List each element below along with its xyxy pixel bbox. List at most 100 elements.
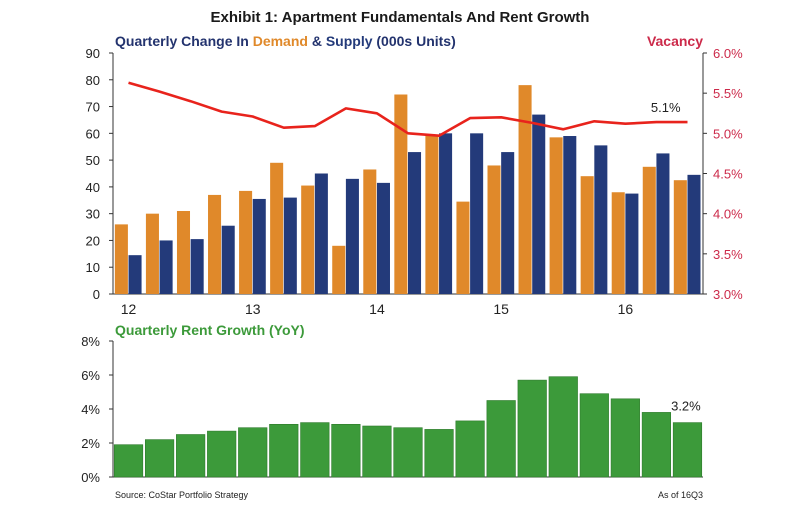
top-x-tick-label: 14 bbox=[369, 301, 385, 317]
supply-bar bbox=[376, 182, 390, 294]
supply-bar bbox=[470, 133, 484, 294]
rent-growth-bar bbox=[393, 427, 423, 478]
demand-bar bbox=[114, 224, 128, 294]
supply-bar bbox=[501, 152, 515, 294]
supply-bar bbox=[594, 145, 608, 294]
supply-bar bbox=[190, 239, 204, 294]
top-right-tick-label: 5.5% bbox=[713, 86, 743, 101]
demand-bar bbox=[487, 165, 501, 294]
rent-growth-bar bbox=[113, 444, 144, 478]
rent-growth-bar bbox=[486, 400, 516, 478]
supply-bar bbox=[439, 133, 453, 294]
top-left-tick-label: 40 bbox=[86, 180, 100, 195]
supply-bar bbox=[159, 240, 173, 294]
rent-growth-bar bbox=[455, 420, 485, 478]
subtitle-amp: & bbox=[308, 33, 326, 49]
top-left-tick-label: 80 bbox=[86, 73, 100, 88]
rent-growth-bar bbox=[362, 425, 392, 478]
demand-bar bbox=[394, 94, 408, 294]
source-note: Source: CoStar Portfolio Strategy bbox=[115, 490, 249, 500]
bottom-chart-bars bbox=[113, 376, 703, 478]
bottom-tick-label: 0% bbox=[81, 470, 100, 485]
demand-bar bbox=[580, 176, 594, 294]
rent-growth-last-label: 3.2% bbox=[671, 399, 701, 414]
top-right-tick-label: 4.5% bbox=[713, 167, 743, 182]
rent-growth-bar bbox=[331, 423, 361, 478]
rent-growth-bar bbox=[424, 429, 454, 478]
rent-growth-bar bbox=[238, 427, 268, 478]
top-right-tick-label: 5.0% bbox=[713, 126, 743, 141]
demand-bar bbox=[239, 190, 253, 294]
top-x-tick-label: 15 bbox=[493, 301, 509, 317]
top-right-tick-label: 4.0% bbox=[713, 207, 743, 222]
demand-bar bbox=[611, 192, 625, 294]
top-left-tick-label: 10 bbox=[86, 260, 100, 275]
demand-bar bbox=[301, 185, 315, 294]
demand-bar bbox=[518, 85, 532, 294]
top-right-tick-label: 3.0% bbox=[713, 287, 743, 302]
demand-bar bbox=[456, 201, 470, 294]
demand-bar bbox=[176, 210, 191, 294]
vacancy-axis-title: Vacancy bbox=[647, 33, 703, 49]
top-left-tick-label: 50 bbox=[86, 153, 100, 168]
rent-growth-bar bbox=[176, 434, 206, 478]
rent-growth-bar bbox=[610, 398, 640, 478]
rent-growth-bar bbox=[672, 422, 703, 478]
demand-bar bbox=[673, 180, 687, 294]
rent-growth-bar bbox=[269, 423, 299, 478]
as-of-note: As of 16Q3 bbox=[658, 490, 703, 500]
top-left-tick-label: 70 bbox=[86, 100, 100, 115]
rent-growth-bar bbox=[207, 430, 237, 478]
top-x-tick-label: 13 bbox=[245, 301, 261, 317]
supply-bar bbox=[283, 197, 297, 294]
bottom-chart-subtitle: Quarterly Rent Growth (YoY) bbox=[115, 322, 305, 338]
rent-growth-bar bbox=[548, 376, 578, 478]
top-x-tick-label: 12 bbox=[121, 301, 137, 317]
top-left-tick-label: 20 bbox=[86, 233, 100, 248]
demand-bar bbox=[549, 137, 563, 294]
top-right-tick-label: 3.5% bbox=[713, 247, 743, 262]
rent-growth-bar bbox=[517, 379, 547, 478]
rent-growth-bar bbox=[579, 393, 609, 478]
demand-bar bbox=[642, 166, 656, 294]
bottom-tick-label: 4% bbox=[81, 402, 100, 417]
top-x-tick-label: 16 bbox=[618, 301, 634, 317]
subtitle-demand: Demand bbox=[253, 33, 308, 49]
supply-bar bbox=[408, 152, 422, 294]
demand-bar bbox=[145, 213, 159, 294]
subtitle-supply: Supply bbox=[326, 33, 373, 49]
top-chart-bars bbox=[114, 85, 701, 294]
supply-bar bbox=[687, 174, 701, 294]
top-left-tick-label: 90 bbox=[86, 46, 100, 61]
demand-bar bbox=[363, 169, 377, 294]
demand-bar bbox=[332, 245, 346, 294]
supply-bar bbox=[314, 173, 328, 294]
bottom-tick-label: 6% bbox=[81, 368, 100, 383]
supply-bar bbox=[252, 198, 266, 294]
supply-bar bbox=[345, 178, 359, 294]
top-right-tick-label: 6.0% bbox=[713, 46, 743, 61]
bottom-tick-label: 8% bbox=[81, 334, 100, 349]
demand-bar bbox=[270, 162, 284, 294]
rent-growth-bar bbox=[641, 412, 672, 478]
subtitle-prefix: Quarterly Change In bbox=[115, 33, 253, 49]
top-chart-subtitle: Quarterly Change In Demand & Supply (000… bbox=[115, 33, 456, 49]
rent-growth-bar bbox=[300, 422, 330, 478]
demand-bar bbox=[425, 134, 439, 294]
bottom-chart-axes: 0% 2% 4% 6% 8% bbox=[81, 334, 703, 485]
top-left-tick-label: 60 bbox=[86, 126, 100, 141]
supply-bar bbox=[625, 193, 639, 294]
supply-bar bbox=[532, 114, 546, 294]
top-left-tick-label: 0 bbox=[93, 287, 100, 302]
vacancy-line-group bbox=[128, 81, 688, 137]
rent-growth-bar bbox=[144, 439, 175, 478]
supply-bar bbox=[128, 255, 142, 294]
supply-bar bbox=[563, 136, 577, 294]
supply-bar bbox=[656, 153, 670, 294]
subtitle-suffix: (000s Units) bbox=[373, 33, 456, 49]
supply-bar bbox=[221, 225, 235, 294]
chart-title: Exhibit 1: Apartment Fundamentals And Re… bbox=[211, 9, 590, 26]
vacancy-last-label: 5.1% bbox=[651, 100, 681, 115]
demand-bar bbox=[208, 194, 222, 294]
